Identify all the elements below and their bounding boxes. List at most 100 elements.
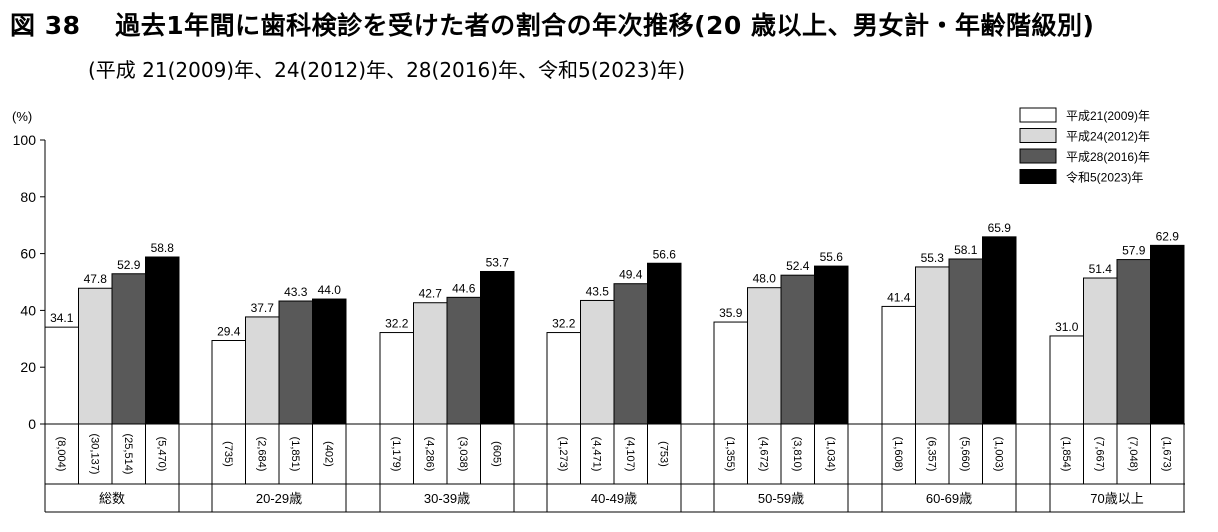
- bar: [78, 287, 113, 425]
- bar-value-label: 49.4: [619, 268, 643, 282]
- x-tick-label: 50-59歳: [758, 491, 804, 506]
- bar-value-label: 57.9: [1122, 244, 1146, 258]
- sample-count-label: (1,003): [992, 437, 1004, 472]
- sample-count-label: (2,684): [255, 437, 267, 472]
- bar: [580, 299, 615, 425]
- bar: [780, 274, 815, 425]
- bar: [747, 287, 782, 425]
- bar: [613, 283, 648, 425]
- y-tick-label: 80: [20, 189, 36, 205]
- bar-value-label: 51.4: [1089, 262, 1113, 276]
- legend-label: 平成28(2016)年: [1066, 150, 1150, 164]
- bar: [814, 265, 849, 425]
- bar-value-label: 34.1: [50, 311, 74, 325]
- bar: [145, 256, 180, 425]
- sample-count-label: (402): [322, 441, 334, 467]
- bar: [278, 300, 313, 425]
- bar-value-label: 56.6: [653, 247, 677, 261]
- figure-subtitle: (平成 21(2009)年、24(2012)年、28(2016)年、令和5(20…: [88, 58, 686, 82]
- bar-value-label: 55.3: [921, 251, 945, 265]
- x-tick-label: 70歳以上: [1090, 491, 1143, 506]
- bar-value-label: 32.2: [552, 317, 576, 331]
- sample-count-label: (6,357): [925, 437, 937, 472]
- sample-count-label: (7,667): [1093, 437, 1105, 472]
- legend-swatch: [1019, 128, 1057, 143]
- sample-count-label: (4,672): [757, 437, 769, 472]
- bar-value-label: 44.0: [318, 283, 342, 297]
- bar: [446, 296, 481, 425]
- bar-value-label: 62.9: [1156, 229, 1180, 243]
- sample-count-label: (3,810): [791, 437, 803, 472]
- sample-count-label: (5,660): [959, 437, 971, 472]
- y-tick-label: 40: [20, 302, 36, 318]
- bar-value-label: 43.5: [586, 284, 610, 298]
- sample-count-label: (5,470): [155, 437, 167, 472]
- bar: [413, 302, 448, 425]
- sample-count-label: (30,137): [88, 434, 100, 475]
- bar-value-label: 37.7: [251, 301, 275, 315]
- bar-value-label: 32.2: [385, 317, 409, 331]
- x-tick-label: 30-39歳: [424, 491, 470, 506]
- bar-value-label: 44.6: [452, 281, 476, 295]
- bar-value-label: 58.1: [954, 243, 978, 257]
- bar-value-label: 29.4: [217, 325, 241, 339]
- bar: [111, 273, 146, 425]
- bar-value-label: 41.4: [887, 290, 911, 304]
- bar-value-label: 53.7: [486, 255, 510, 269]
- sample-count-label: (1,355): [724, 437, 736, 472]
- sample-count-label: (1,179): [390, 437, 402, 472]
- sample-count-label: (1,673): [1160, 437, 1172, 472]
- sample-count-label: (1,034): [824, 437, 836, 472]
- y-tick-label: 60: [20, 246, 36, 262]
- bar: [211, 340, 246, 425]
- bar-value-label: 58.8: [151, 241, 175, 255]
- bar: [881, 305, 916, 425]
- y-axis-label: (%): [12, 109, 32, 124]
- y-tick-label: 100: [13, 132, 37, 148]
- legend-label: 平成24(2012)年: [1066, 130, 1150, 144]
- legend-label: 平成21(2009)年: [1066, 109, 1150, 123]
- bar: [480, 270, 515, 425]
- bar: [44, 326, 79, 425]
- bar: [647, 262, 682, 425]
- sample-count-label: (1,851): [289, 437, 301, 472]
- sample-count-label: (4,286): [423, 437, 435, 472]
- bar: [1150, 244, 1185, 425]
- sample-count-label: (3,038): [457, 437, 469, 472]
- sample-count-label: (1,854): [1060, 437, 1072, 472]
- sample-count-label: (605): [490, 441, 502, 467]
- figure-title: 図 38 過去1年間に歯科検診を受けた者の割合の年次推移(20 歳以上、男女計・…: [10, 11, 1095, 40]
- bar-value-label: 65.9: [988, 221, 1012, 235]
- bar-value-label: 55.6: [820, 250, 844, 264]
- sample-count-label: (8,004): [55, 437, 67, 472]
- bar: [1083, 277, 1118, 425]
- bar-value-label: 47.8: [84, 272, 108, 286]
- sample-count-label: (4,107): [624, 437, 636, 472]
- sample-count-label: (1,273): [557, 437, 569, 472]
- sample-count-label: (25,514): [122, 434, 134, 475]
- bar-value-label: 31.0: [1055, 320, 1079, 334]
- bar-value-label: 52.4: [786, 259, 810, 273]
- legend-swatch: [1019, 107, 1057, 123]
- sample-count-label: (4,471): [590, 437, 602, 472]
- legend-swatch: [1019, 148, 1057, 164]
- bar: [948, 258, 983, 425]
- bar: [982, 236, 1017, 425]
- bar: [915, 266, 950, 425]
- bar-value-label: 48.0: [753, 272, 777, 286]
- bar: [713, 321, 748, 425]
- bar: [1116, 259, 1151, 425]
- bar: [312, 298, 347, 425]
- sample-count-label: (753): [657, 441, 669, 467]
- bar: [546, 332, 581, 425]
- sample-count-label: (1,608): [892, 437, 904, 472]
- legend-swatch: [1019, 169, 1057, 184]
- bar-value-label: 43.3: [284, 285, 308, 299]
- x-tick-label: 40-49歳: [591, 491, 637, 506]
- bar: [1049, 335, 1084, 425]
- sample-count-label: (7,048): [1127, 437, 1139, 472]
- bar: [245, 316, 280, 425]
- x-tick-label: 20-29歳: [256, 491, 302, 506]
- sample-count-label: (735): [222, 441, 234, 467]
- x-tick-label: 60-69歳: [926, 491, 972, 506]
